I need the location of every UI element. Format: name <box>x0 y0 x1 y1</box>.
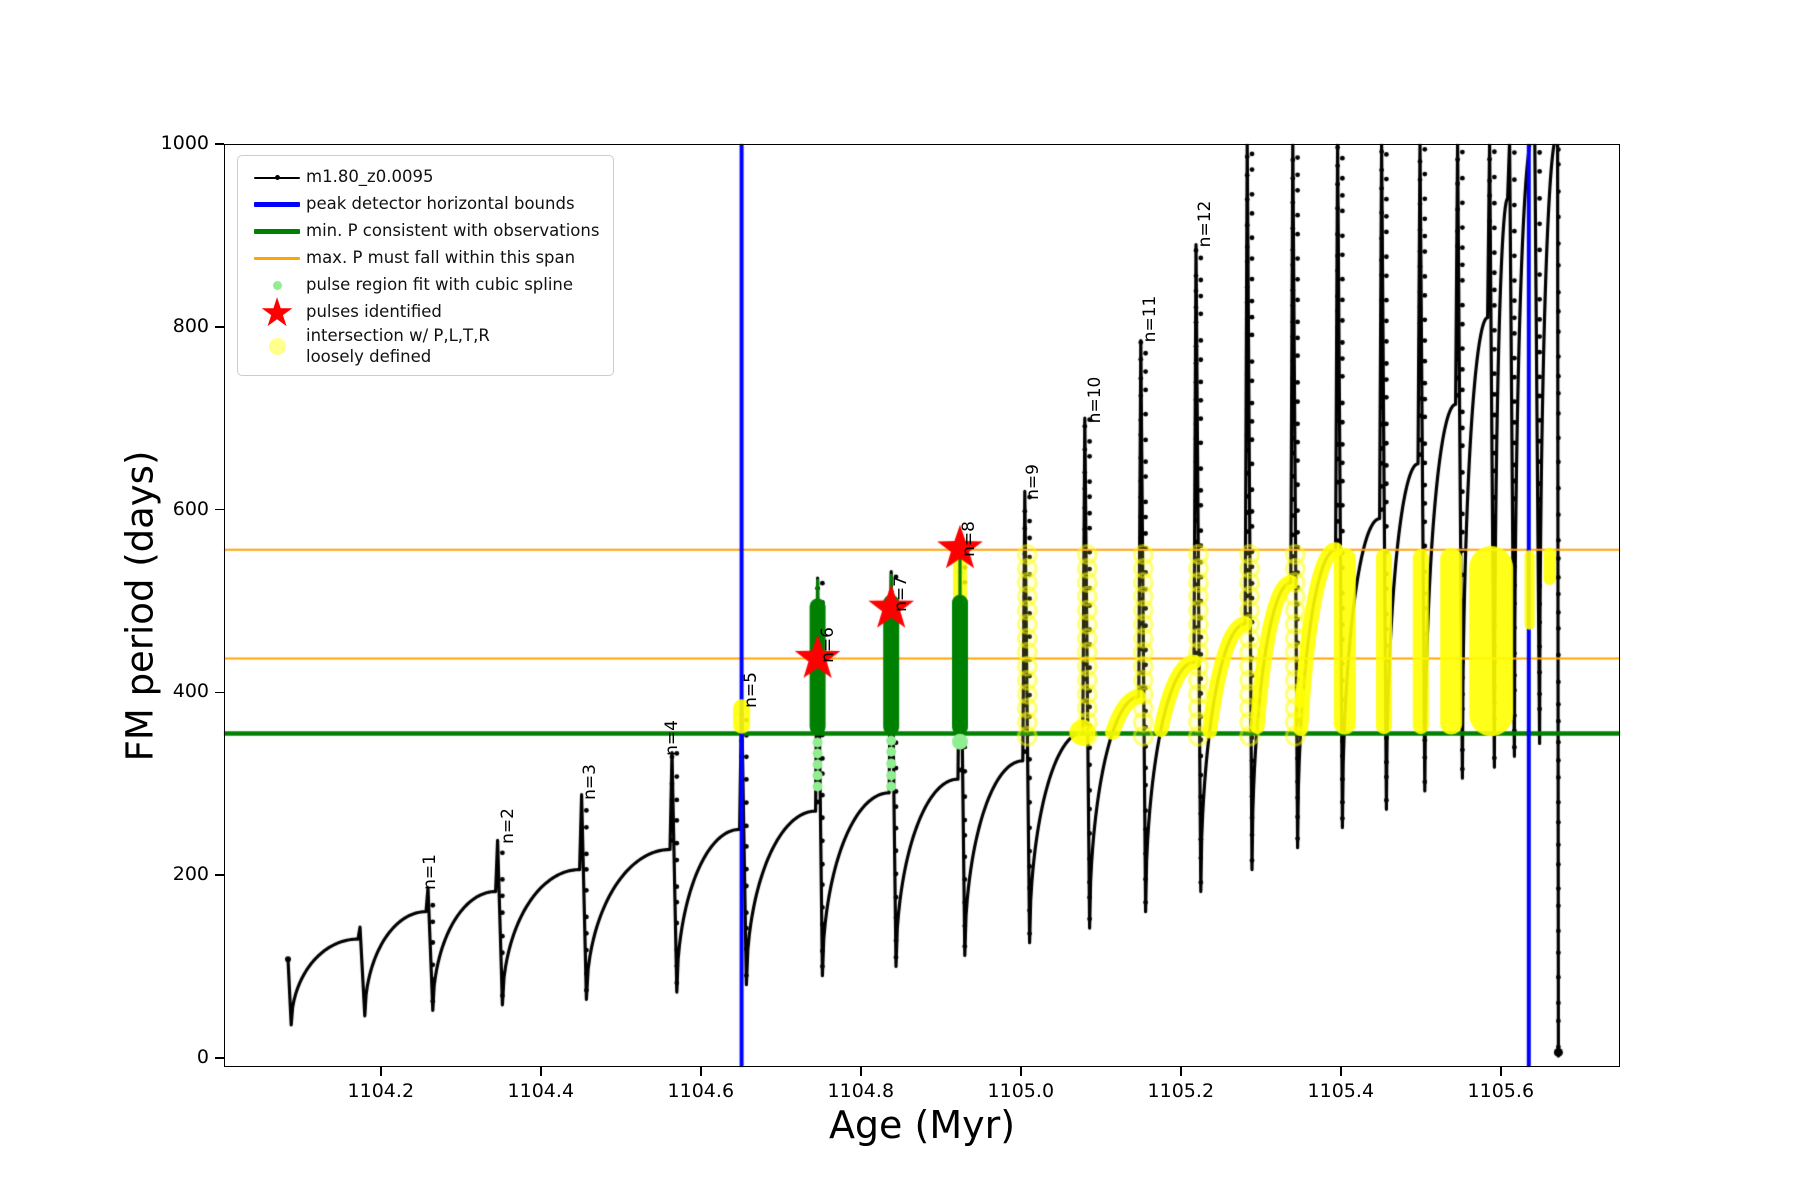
y-tick-mark <box>215 1057 224 1059</box>
x-tick-mark <box>860 1067 862 1076</box>
big-dot-marker <box>248 338 306 356</box>
x-tick-label: 1105.6 <box>1467 1080 1535 1102</box>
y-tick-label: 800 <box>172 314 209 337</box>
y-tick-label: 1000 <box>160 132 209 154</box>
y-tick-mark <box>215 508 224 511</box>
thick-line-marker <box>248 229 306 234</box>
y-tick-mark <box>215 874 224 876</box>
y-tick-label: 0 <box>196 1045 209 1068</box>
legend-label: pulses identified <box>306 302 442 322</box>
pulse-label-n10: n=10 <box>1085 376 1106 424</box>
x-tick-mark <box>1500 1067 1502 1076</box>
x-tick-label: 1105.2 <box>1147 1080 1215 1102</box>
x-tick-label: 1104.8 <box>827 1080 895 1102</box>
star-marker: ★ <box>259 289 295 336</box>
legend-label: m1.80_z0.0095 <box>306 167 434 187</box>
x-tick-mark <box>380 1067 382 1076</box>
plot-frame <box>224 144 1620 1067</box>
x-tick-label: 1104.2 <box>347 1080 415 1102</box>
legend-item-0: m1.80_z0.0095 <box>248 164 599 191</box>
legend-label: max. P must fall within this span <box>306 248 576 268</box>
y-axis-label: FM period (days) <box>118 450 162 761</box>
x-tick-mark <box>540 1067 542 1076</box>
legend-item-3: max. P must fall within this span <box>248 245 599 272</box>
y-tick-label: 400 <box>172 680 209 703</box>
y-tick-mark <box>215 691 224 694</box>
legend-item-2: min. P consistent with observations <box>248 218 599 245</box>
pulse-label-n1: n=1 <box>419 854 440 891</box>
x-tick-label: 1104.4 <box>507 1080 575 1102</box>
thin-line-marker <box>248 257 306 260</box>
y-tick-label: 200 <box>172 863 209 886</box>
y-tick-mark <box>215 325 224 328</box>
legend-item-5: ★ pulses identified <box>248 289 599 336</box>
small-dot-marker <box>248 281 306 290</box>
pulse-label-n9: n=9 <box>1022 464 1043 501</box>
pulse-label-n5: n=5 <box>741 672 762 709</box>
x-tick-mark <box>700 1067 702 1076</box>
y-tick-label: 600 <box>172 497 209 520</box>
x-tick-mark <box>1340 1067 1342 1076</box>
x-tick-mark <box>1180 1067 1182 1076</box>
pulse-label-n11: n=11 <box>1139 296 1160 343</box>
legend-label: intersection w/ P,L,T,R loosely defined <box>306 326 490 366</box>
pulse-label-n7: n=7 <box>890 575 911 612</box>
pulse-label-n3: n=3 <box>579 763 600 800</box>
y-tick-mark <box>215 143 224 145</box>
legend-label: peak detector horizontal bounds <box>306 194 575 214</box>
legend-label: pulse region fit with cubic spline <box>306 275 574 295</box>
pulse-label-n12: n=12 <box>1194 200 1215 247</box>
thick-line-marker <box>248 202 306 207</box>
x-tick-label: 1104.6 <box>667 1080 735 1102</box>
pulse-label-n4: n=4 <box>662 720 682 756</box>
pulse-label-n8: n=8 <box>958 520 979 557</box>
legend-item-1: peak detector horizontal bounds <box>248 191 599 218</box>
legend-item-4: pulse region fit with cubic spline <box>248 272 599 299</box>
legend-item-6: intersection w/ P,L,T,R loosely defined <box>248 326 599 367</box>
pulse-label-n2: n=2 <box>498 807 518 844</box>
x-axis-label: Age (Myr) <box>828 1103 1016 1147</box>
x-tick-mark <box>1020 1067 1022 1076</box>
legend-label: min. P consistent with observations <box>306 221 600 241</box>
series-line-marker <box>248 175 306 180</box>
x-tick-label: 1105.0 <box>987 1080 1055 1102</box>
pulse-label-n6: n=6 <box>818 626 838 663</box>
x-tick-label: 1105.4 <box>1307 1080 1375 1102</box>
